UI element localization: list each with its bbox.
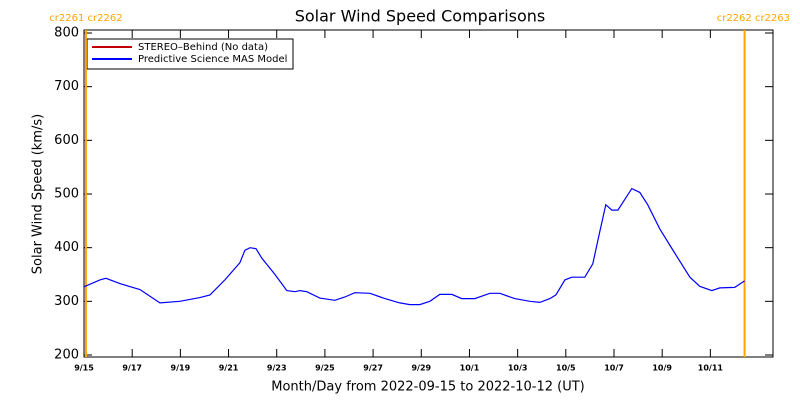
x-tick-label: 10/5 bbox=[556, 364, 576, 373]
x-tick-label: 10/7 bbox=[604, 364, 624, 373]
y-tick-label: 400 bbox=[54, 240, 79, 255]
x-tick-label: 9/15 bbox=[74, 364, 94, 373]
chart-title: Solar Wind Speed Comparisons bbox=[295, 7, 546, 26]
x-tick-label: 10/9 bbox=[652, 364, 672, 373]
y-tick-label: 600 bbox=[54, 133, 79, 148]
x-tick-label: 9/21 bbox=[219, 364, 239, 373]
y-tick-label: 700 bbox=[54, 79, 79, 94]
x-tick-label: 9/23 bbox=[267, 364, 287, 373]
legend-label: Predictive Science MAS Model bbox=[138, 54, 287, 65]
y-tick-label: 500 bbox=[54, 187, 79, 202]
rotation-label: cr2262 cr2263 bbox=[717, 13, 790, 24]
series-line bbox=[83, 187, 745, 306]
y-axis-label: Solar Wind Speed (km/s) bbox=[31, 114, 46, 274]
x-tick-label: 9/27 bbox=[363, 364, 383, 373]
x-tick-label: 10/11 bbox=[698, 364, 724, 373]
y-tick-label: 200 bbox=[54, 348, 79, 363]
x-tick-label: 9/17 bbox=[122, 364, 142, 373]
y-tick-label: 300 bbox=[54, 294, 79, 309]
x-tick-label: 9/29 bbox=[411, 364, 431, 373]
x-tick-label: 10/1 bbox=[460, 364, 480, 373]
x-tick-label: 9/19 bbox=[171, 364, 191, 373]
legend-label: STEREO–Behind (No data) bbox=[138, 42, 268, 53]
x-tick-label: 10/3 bbox=[508, 364, 528, 373]
x-axis-label: Month/Day from 2022-09-15 to 2022-10-12 … bbox=[271, 380, 584, 395]
rotation-label: cr2261 cr2262 bbox=[49, 13, 122, 24]
legend-box bbox=[86, 38, 294, 70]
y-tick-label: 800 bbox=[54, 26, 79, 41]
x-tick-label: 9/25 bbox=[315, 364, 335, 373]
